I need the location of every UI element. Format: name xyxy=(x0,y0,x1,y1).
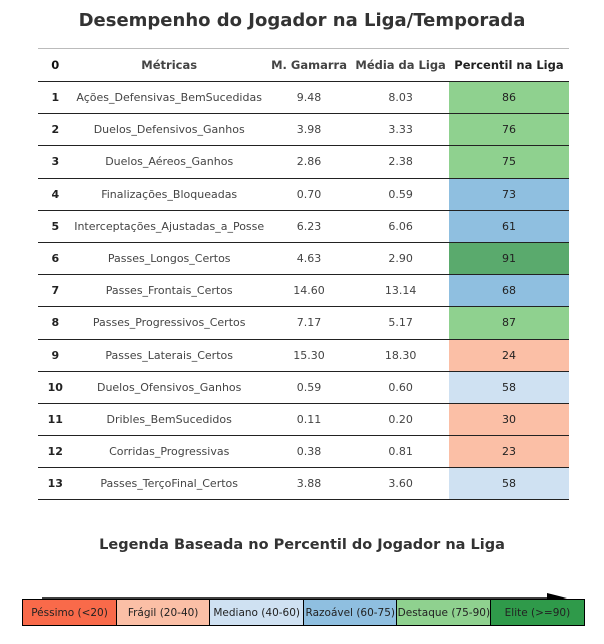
table-row: 8 Passes_Progressivos_Certos 7.17 5.17 87 xyxy=(38,306,569,339)
legend-bar: Péssimo (<20) Frágil (20-40) Mediano (40-6… xyxy=(22,599,585,626)
row-league-value: 13.14 xyxy=(384,284,417,298)
table-row: 6 Passes_Longos_Certos 4.63 2.90 91 xyxy=(38,242,569,275)
row-percentile: 87 xyxy=(448,306,569,339)
row-index: 3 xyxy=(51,155,60,169)
row-league-value: 8.03 xyxy=(388,91,413,105)
table-row: 10 Duelos_Ofensivos_Ganhos 0.59 0.60 58 xyxy=(38,371,569,404)
row-percentile: 24 xyxy=(448,339,569,372)
table-row: 2 Duelos_Defensivos_Ganhos 3.98 3.33 76 xyxy=(38,113,569,146)
table-body: 1 Ações_Defensivas_BemSucedidas 9.48 8.03 86… xyxy=(38,81,569,500)
row-player-value: 2.86 xyxy=(296,155,322,169)
row-league-value: 3.33 xyxy=(388,123,413,137)
row-percentile: 61 xyxy=(448,210,569,243)
row-metric: Corridas_Progressivas xyxy=(109,445,230,459)
row-metric: Finalizações_Bloqueadas xyxy=(101,187,238,201)
legend-item: Razoável (60-75) xyxy=(302,599,398,626)
row-player-value: 15.30 xyxy=(293,348,325,362)
row-percentile: 68 xyxy=(448,274,569,307)
row-league-value: 0.59 xyxy=(388,187,413,201)
row-league-value: 18.30 xyxy=(384,348,417,362)
row-league-value: 0.20 xyxy=(388,412,413,426)
row-league-value: 2.38 xyxy=(388,155,413,169)
row-league-value: 6.06 xyxy=(388,219,413,233)
table-row: 9 Passes_Laterais_Certos 15.30 18.30 24 xyxy=(38,339,569,372)
row-index: 1 xyxy=(51,91,60,105)
row-index: 12 xyxy=(47,445,63,459)
row-index: 7 xyxy=(51,284,60,298)
row-player-value: 4.63 xyxy=(296,252,322,266)
header-index: 0 xyxy=(51,58,60,72)
chart-title: Desempenho do Jogador na Liga/Temporada xyxy=(78,10,526,31)
row-metric: Dribles_BemSucedidos xyxy=(106,412,232,426)
row-index: 8 xyxy=(51,316,60,330)
row-metric: Interceptações_Ajustadas_a_Posse xyxy=(74,219,265,233)
row-percentile: 58 xyxy=(448,467,569,500)
row-league-value: 0.81 xyxy=(388,445,413,459)
legend-item: Péssimo (<20) xyxy=(22,599,118,626)
row-player-value: 3.98 xyxy=(296,123,322,137)
row-player-value: 6.23 xyxy=(296,219,322,233)
row-index: 4 xyxy=(51,187,60,201)
table-row: 7 Passes_Frontais_Certos 14.60 13.14 68 xyxy=(38,274,569,307)
row-index: 10 xyxy=(47,380,63,394)
row-percentile: 86 xyxy=(448,81,569,114)
table-row: 12 Corridas_Progressivas 0.38 0.81 23 xyxy=(38,435,569,468)
performance-table: 0 Métricas M. Gamarra Média da Liga Perc… xyxy=(38,48,569,500)
header-percentile: Percentil na Liga xyxy=(454,58,564,72)
row-player-value: 0.11 xyxy=(296,412,322,426)
row-percentile: 73 xyxy=(448,178,569,211)
row-index: 13 xyxy=(47,477,63,491)
row-player-value: 0.38 xyxy=(296,445,322,459)
row-percentile: 76 xyxy=(448,113,569,146)
table-row: 1 Ações_Defensivas_BemSucedidas 9.48 8.03 86 xyxy=(38,81,569,114)
row-index: 2 xyxy=(51,123,60,137)
row-league-value: 2.90 xyxy=(388,252,413,266)
row-player-value: 9.48 xyxy=(296,91,322,105)
row-index: 11 xyxy=(47,412,63,426)
row-percentile: 23 xyxy=(448,435,569,468)
row-percentile: 58 xyxy=(448,371,569,404)
header-metric: Métricas xyxy=(141,58,198,72)
row-index: 6 xyxy=(51,252,60,266)
row-index: 5 xyxy=(51,219,60,233)
table-row: 13 Passes_TerçoFinal_Certos 3.88 3.60 58 xyxy=(38,467,569,500)
table-row: 3 Duelos_Aéreos_Ganhos 2.86 2.38 75 xyxy=(38,145,569,179)
row-metric: Duelos_Aéreos_Ganhos xyxy=(105,155,234,169)
row-percentile: 91 xyxy=(448,242,569,275)
row-player-value: 0.70 xyxy=(296,187,322,201)
legend-item: Destaque (75-90) xyxy=(396,599,492,626)
table-row: 11 Dribles_BemSucedidos 0.11 0.20 30 xyxy=(38,403,569,436)
row-metric: Passes_Progressivos_Certos xyxy=(92,316,246,330)
legend-item: Elite (>=90) xyxy=(489,599,585,626)
legend-item: Frágil (20-40) xyxy=(115,599,211,626)
row-metric: Passes_Frontais_Certos xyxy=(105,284,233,298)
row-percentile: 75 xyxy=(448,145,569,179)
header-player: M. Gamarra xyxy=(271,58,347,72)
row-metric: Passes_Longos_Certos xyxy=(107,252,231,266)
row-metric: Duelos_Ofensivos_Ganhos xyxy=(96,380,242,394)
row-player-value: 7.17 xyxy=(296,316,322,330)
table-row: 5 Interceptações_Ajustadas_a_Posse 6.23 6.0… xyxy=(38,210,569,243)
legend-item: Mediano (40-60) xyxy=(209,599,305,626)
row-percentile: 30 xyxy=(448,403,569,436)
row-metric: Ações_Defensivas_BemSucedidas xyxy=(76,91,262,105)
row-player-value: 0.59 xyxy=(296,380,322,394)
row-league-value: 0.60 xyxy=(388,380,413,394)
row-index: 9 xyxy=(51,348,60,362)
row-metric: Duelos_Defensivos_Ganhos xyxy=(93,123,245,137)
row-player-value: 3.88 xyxy=(296,477,322,491)
row-metric: Passes_Laterais_Certos xyxy=(105,348,233,362)
row-metric: Passes_TerçoFinal_Certos xyxy=(100,477,238,491)
table-row: 4 Finalizações_Bloqueadas 0.70 0.59 73 xyxy=(38,178,569,211)
row-player-value: 14.60 xyxy=(293,284,325,298)
legend-title: Legenda Baseada no Percentil do Jogador … xyxy=(99,537,505,553)
row-league-value: 5.17 xyxy=(388,316,413,330)
header-league: Média da Liga xyxy=(355,58,446,72)
row-league-value: 3.60 xyxy=(388,477,413,491)
table-header-row: 0 Métricas M. Gamarra Média da Liga Perc… xyxy=(38,48,569,82)
